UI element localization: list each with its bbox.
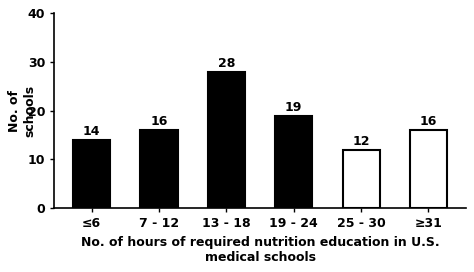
Text: 16: 16 xyxy=(150,115,168,128)
Bar xyxy=(208,72,245,208)
Text: 14: 14 xyxy=(83,125,100,138)
Text: 28: 28 xyxy=(218,57,235,70)
X-axis label: No. of hours of required nutrition education in U.S.
medical schools: No. of hours of required nutrition educa… xyxy=(81,236,439,264)
Bar xyxy=(140,130,178,208)
Bar xyxy=(275,116,312,208)
Text: 19: 19 xyxy=(285,101,302,114)
Bar xyxy=(73,140,110,208)
Text: 12: 12 xyxy=(352,135,370,148)
Bar xyxy=(343,150,380,208)
Bar xyxy=(410,130,447,208)
Text: 16: 16 xyxy=(420,115,437,128)
Y-axis label: No. of
schools: No. of schools xyxy=(9,85,36,137)
